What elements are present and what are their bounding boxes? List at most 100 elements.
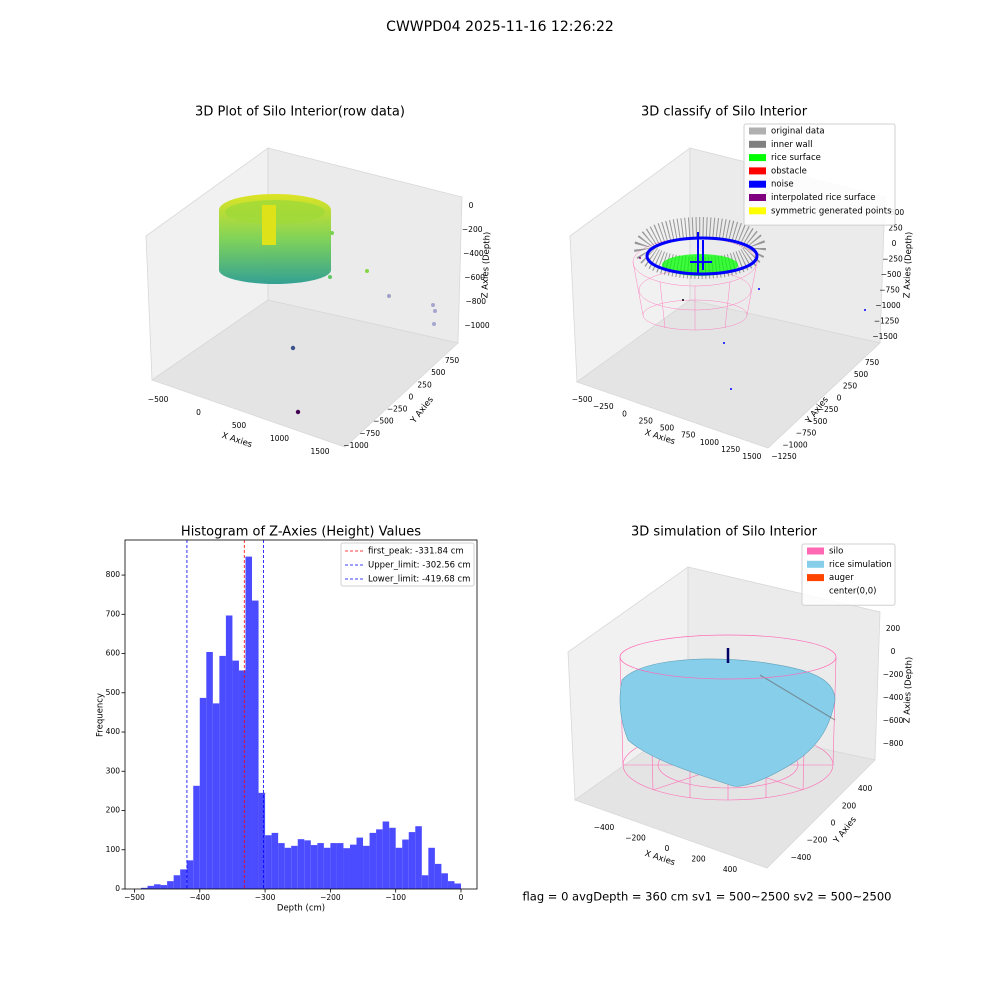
bar (402, 839, 409, 889)
bar (167, 881, 174, 889)
x-tick-label: −400 (189, 893, 210, 902)
legend-swatch (807, 560, 824, 568)
y-tick-label: 750 (865, 358, 880, 367)
x-tick-label: −500 (124, 893, 145, 902)
x-tick-label: 1500 (310, 447, 329, 456)
legend-label: center(0,0) (829, 586, 877, 596)
legend-label: inner wall (771, 140, 812, 150)
annotation: flag = 0 avgDepth = 360 cm sv1 = 500~250… (523, 890, 892, 904)
bar (389, 827, 396, 889)
y-tick-label: 0 (837, 393, 842, 402)
y-tick-label: 200 (106, 806, 121, 815)
z-tick-label: −600 (464, 273, 485, 282)
y-tick-label: 0 (115, 884, 120, 893)
bar (428, 847, 435, 889)
x-tick-label: 500 (232, 421, 247, 430)
y-tick-label: 200 (842, 801, 857, 810)
x-tick-label: −250 (593, 402, 614, 411)
x-tick-label: −500 (572, 395, 593, 404)
z-axis-label: Z Axies (Depth) (902, 657, 914, 724)
y-tick-label: −400 (791, 853, 812, 862)
legend-swatch (807, 574, 824, 582)
x-tick-label: 0 (665, 844, 670, 853)
legend-swatch (749, 127, 766, 135)
y-tick-label: −750 (359, 429, 380, 438)
y-tick-label: −500 (373, 417, 394, 426)
y-tick-label: 500 (431, 368, 446, 377)
bar (180, 869, 187, 889)
bar (141, 887, 148, 889)
z-tick-label: −1000 (875, 301, 901, 310)
x-tick-label: 200 (691, 855, 706, 864)
z-tick-label: −1500 (872, 332, 898, 341)
y-axis-label: Frequency (96, 693, 106, 737)
legend-label: obstacle (771, 166, 807, 176)
z-tick-label: −750 (879, 286, 900, 295)
bar (278, 843, 285, 889)
bar (199, 697, 207, 889)
legend-label: noise (771, 180, 794, 190)
z-tick-label: −1250 (874, 317, 900, 326)
legend-label: original data (771, 127, 825, 137)
y-tick-label: 500 (854, 370, 869, 379)
bar (258, 792, 266, 889)
bar (160, 885, 168, 889)
bar (363, 845, 370, 889)
y-tick-label: 400 (106, 727, 121, 736)
legend-label: silo (829, 547, 843, 557)
bar (173, 875, 181, 889)
bar (245, 556, 253, 889)
bar (356, 837, 364, 889)
legend-swatch (807, 547, 824, 555)
y-tick-label: −1000 (782, 440, 808, 449)
x-tick-label: −200 (625, 834, 646, 843)
y-tick-label: 500 (106, 688, 121, 697)
legend-label: rice surface (771, 153, 821, 163)
bar (206, 651, 213, 889)
bar (252, 600, 259, 889)
y-tick-label: 800 (106, 570, 121, 579)
legend-swatch (749, 180, 766, 188)
z-tick-label: 0 (891, 647, 896, 656)
bar (232, 660, 239, 889)
y-tick-label: −1250 (771, 452, 797, 461)
bar (408, 832, 416, 889)
legend-label: Upper_limit: -302.56 cm (368, 561, 471, 571)
x-tick-label: 1500 (742, 452, 761, 461)
legend-label: first_peak: -331.84 cm (368, 547, 464, 557)
subplot-title: Histogram of Z-Axies (Height) Values (181, 525, 421, 540)
x-tick-label: 250 (639, 416, 654, 425)
panes (145, 147, 463, 448)
x-tick-label: 1000 (700, 438, 719, 447)
bar (376, 829, 383, 889)
z-tick-label: −200 (883, 670, 904, 679)
legend-swatch (749, 207, 766, 215)
y-tick-label: −500 (807, 417, 828, 426)
y-tick-label: 600 (106, 649, 121, 658)
axes-frame (124, 539, 478, 890)
x-axis-label: X Axies (220, 431, 253, 450)
bar (382, 821, 390, 889)
z-tick-label: −600 (883, 716, 904, 725)
z-tick-label: 0 (469, 201, 474, 210)
legend-box (340, 542, 475, 587)
silo-simulation (619, 634, 837, 801)
y-tick-label: 300 (106, 766, 121, 775)
bar (147, 885, 155, 889)
subplot-title: 3D simulation of Silo Interior (631, 525, 818, 540)
y-tick-label: 750 (445, 356, 460, 365)
legend-label: auger (829, 573, 854, 583)
x-tick-label: 750 (681, 431, 696, 440)
x-tick-label: −200 (320, 893, 341, 902)
x-tick-label: 0 (196, 408, 201, 417)
bar (441, 873, 448, 889)
bar (310, 845, 318, 889)
subplot-title: 3D Plot of Silo Interior(row data) (195, 105, 405, 120)
x-tick-label: 1250 (721, 445, 740, 454)
z-tick-label: 500 (890, 208, 905, 217)
y-tick-label: 250 (417, 380, 432, 389)
bar (265, 835, 272, 889)
bar (447, 881, 455, 889)
x-tick-label: 400 (723, 865, 738, 874)
y-tick-label: −750 (796, 429, 817, 438)
